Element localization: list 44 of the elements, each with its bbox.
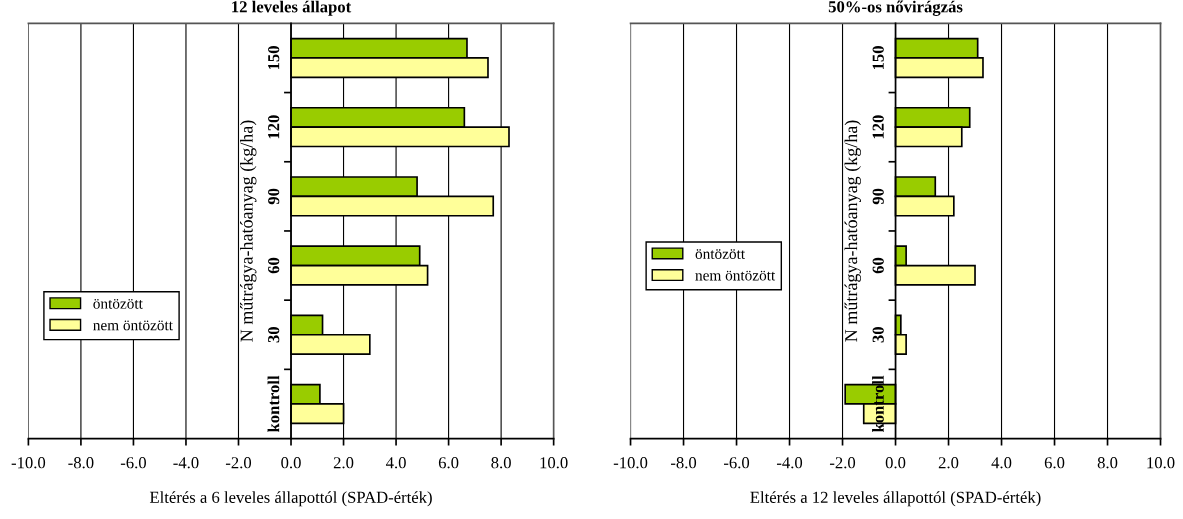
y-tick-label: 90: [268, 188, 280, 205]
x-tick-label: 6.0: [438, 457, 459, 469]
y-tick-label: 30: [268, 327, 280, 343]
x-axis-title: Eltérés a 6 leveles állapottól (SPAD-érték): [149, 491, 432, 507]
legend-label: öntözött: [695, 249, 745, 259]
y-axis-title: N műtrágya-hatóanyag (kg/ha): [844, 120, 861, 342]
y-axis-title: N műtrágya-hatóanyag (kg/ha): [240, 120, 257, 342]
chart-title: 50%-os nővirágzás: [828, 0, 963, 16]
x-tick-label: -10.0: [613, 457, 648, 469]
y-tick-label: 150: [872, 46, 884, 70]
x-tick-label: 0.0: [885, 457, 906, 469]
x-tick-label: 10.0: [540, 457, 568, 469]
legend-label: nem öntözött: [93, 320, 173, 331]
x-tick-label: -2.0: [829, 457, 856, 469]
x-tick-label: 0.0: [281, 457, 301, 469]
x-tick-label: 8.0: [1097, 457, 1118, 469]
x-tick-label: 10.0: [1147, 457, 1175, 469]
y-tick-label: kontroll: [872, 375, 884, 433]
legend-label: öntözött: [93, 298, 143, 309]
x-tick-label: -8.0: [670, 457, 697, 469]
y-tick-label: 60: [872, 257, 884, 274]
y-tick-label: 120: [268, 115, 280, 139]
y-tick-label: 90: [872, 188, 884, 205]
chart-title: 12 leveles állapot: [232, 0, 352, 16]
x-tick-label: -2.0: [225, 457, 252, 469]
x-tick-label: -6.0: [120, 457, 146, 469]
x-tick-label: 8.0: [491, 457, 511, 469]
x-axis-title: Eltérés a 12 leveles állapottól (SPAD-érték): [750, 491, 1041, 507]
x-tick-label: -4.0: [173, 457, 199, 469]
x-tick-label: 4.0: [991, 457, 1012, 469]
y-tick-label: 30: [872, 327, 884, 343]
x-tick-label: -8.0: [68, 457, 94, 469]
x-tick-label: -4.0: [776, 457, 803, 469]
x-tick-label: 2.0: [333, 457, 354, 469]
x-tick-label: -6.0: [723, 457, 750, 469]
x-tick-label: 4.0: [385, 457, 406, 469]
y-tick-label: 60: [268, 257, 280, 274]
y-tick-label: kontroll: [267, 375, 280, 433]
x-tick-label: 6.0: [1044, 457, 1065, 469]
x-tick-label: -10.0: [11, 457, 46, 469]
x-tick-label: 2.0: [938, 457, 959, 469]
y-tick-label: 120: [872, 115, 884, 139]
legend-label: nem öntözött: [695, 270, 776, 281]
y-tick-label: 150: [268, 46, 280, 70]
